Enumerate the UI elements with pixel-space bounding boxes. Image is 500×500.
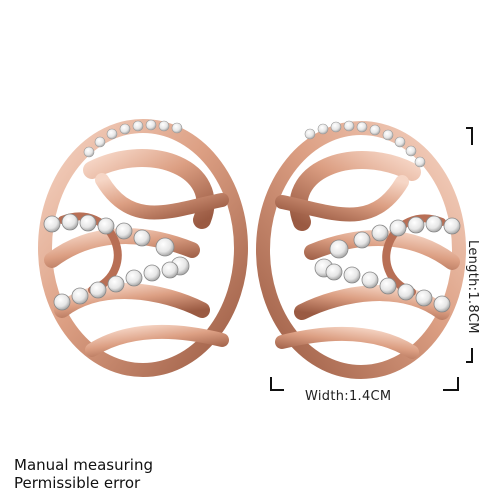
length-label: Length:1.8CM [465, 240, 480, 334]
crystal-row-top [83, 119, 183, 158]
length-bracket-top [466, 127, 473, 145]
width-label: Width:1.4CM [305, 389, 392, 404]
width-bracket-left [270, 377, 284, 391]
length-bracket-bottom [466, 348, 473, 363]
earring-left [38, 119, 248, 377]
width-bracket-right [443, 377, 459, 391]
manual-measuring-note: Manual measuring [14, 456, 153, 474]
crystal-row-middle [314, 215, 461, 278]
permissible-error-note: Permissible error [14, 474, 141, 492]
crystal-row-lower [325, 263, 451, 313]
crystal-row-top [304, 120, 426, 168]
earring-right [256, 120, 466, 379]
crystal-row-middle [43, 213, 190, 276]
crystal-row-lower [53, 261, 179, 311]
